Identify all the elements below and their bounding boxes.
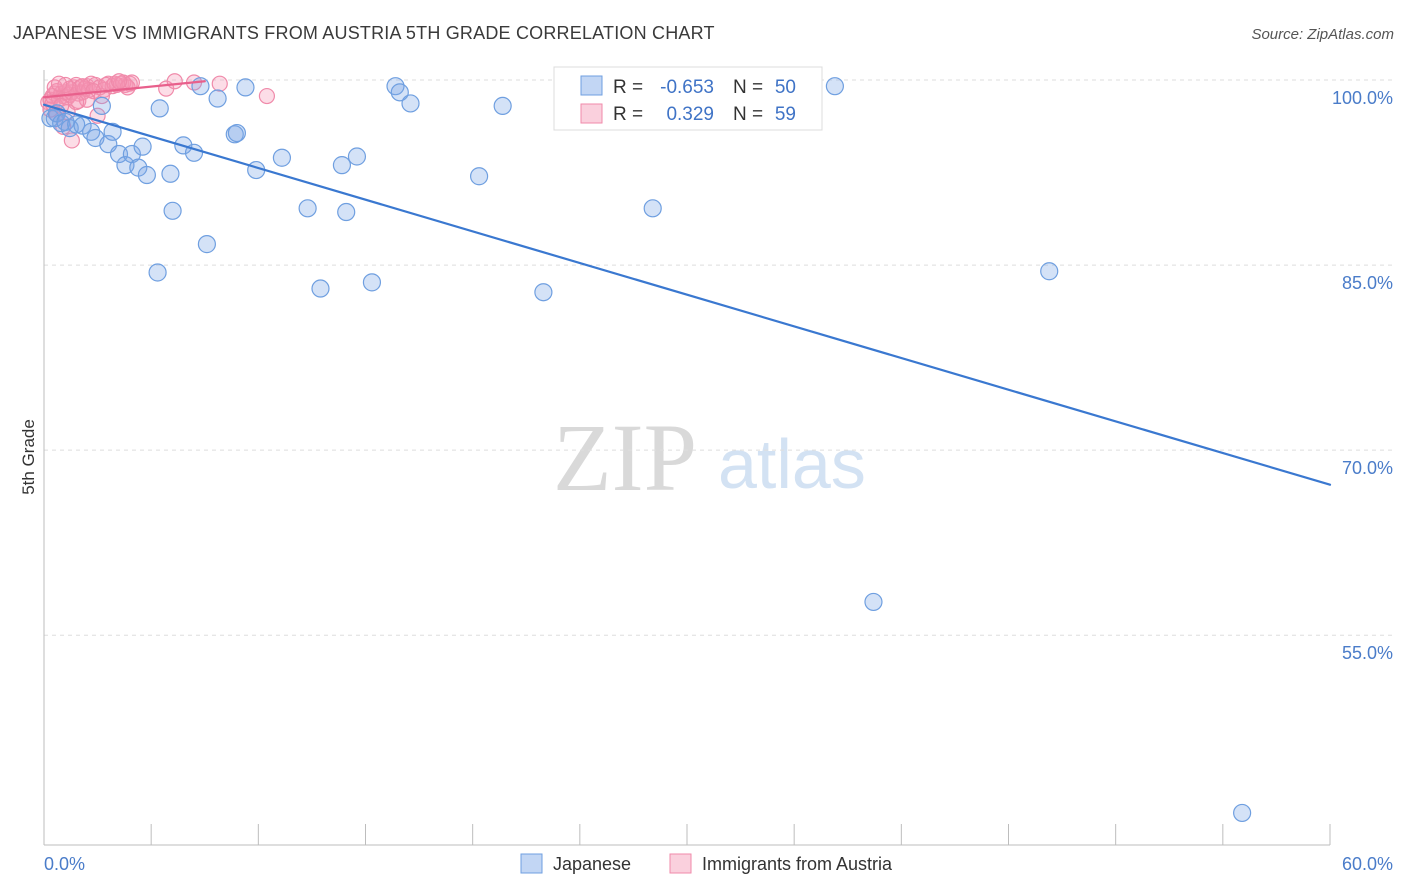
y-tick-label-2: 70.0%	[1342, 458, 1393, 478]
bottom-legend-swatch-japanese	[520, 853, 543, 874]
point-japanese-38	[362, 273, 382, 292]
point-japanese-32	[272, 148, 292, 167]
point-japanese-17	[133, 137, 152, 156]
point-japanese-26	[197, 235, 216, 254]
legend-r-value-1: -0.653	[660, 77, 714, 98]
point-japanese-10	[92, 96, 111, 116]
legend-n-value-2: 59	[775, 104, 796, 125]
point-japanese-42	[469, 167, 489, 186]
point-japanese-43	[493, 96, 512, 116]
point-austria-49	[123, 74, 140, 91]
legend-r-label-1: R =	[613, 77, 643, 98]
point-austria-47	[57, 76, 74, 94]
y-tick-label-0: 100.0%	[1332, 88, 1393, 108]
legend-n-label-2: N =	[733, 104, 763, 125]
point-austria-57	[98, 76, 115, 94]
point-japanese-41	[401, 94, 420, 113]
point-japanese-44	[534, 283, 553, 302]
point-japanese-30	[236, 78, 255, 97]
y-tick-label-3: 55.0%	[1342, 643, 1393, 663]
x-tick-label-right: 60.0%	[1342, 854, 1393, 874]
legend-frame	[553, 66, 823, 131]
point-japanese-19	[148, 263, 167, 282]
point-japanese-29	[227, 123, 246, 143]
point-japanese-18	[137, 165, 156, 185]
point-japanese-34	[311, 279, 330, 298]
point-japanese-47	[1040, 262, 1059, 281]
trendline-austria	[42, 80, 206, 99]
point-japanese-20	[150, 99, 169, 118]
point-japanese-12	[103, 122, 122, 141]
point-austria-56	[68, 94, 85, 111]
bottom-legend-swatch-austria	[669, 853, 692, 874]
watermark: ZIP atlas	[553, 404, 866, 511]
chart-title: JAPANESE VS IMMIGRANTS FROM AUSTRIA 5TH …	[13, 23, 715, 43]
legend-n-value-1: 50	[775, 77, 796, 98]
point-japanese-22	[163, 201, 182, 220]
point-austria-51	[166, 73, 183, 90]
legend-swatch-austria	[580, 103, 603, 124]
legend-r-value-2: 0.329	[666, 104, 714, 125]
legend-swatch-japanese	[580, 75, 603, 96]
point-japanese-25	[191, 77, 210, 96]
point-japanese-36	[337, 202, 356, 222]
point-austria-54	[258, 87, 276, 105]
x-ticks	[43, 824, 1331, 845]
x-tick-label-left: 0.0%	[44, 854, 85, 874]
y-axis-label: 5th Grade	[19, 419, 38, 495]
point-japanese-37	[347, 147, 367, 166]
point-austria-58	[110, 73, 128, 90]
point-japanese-27	[208, 89, 227, 108]
point-japanese-33	[298, 199, 317, 218]
point-japanese-35	[332, 156, 352, 175]
point-japanese-6	[67, 115, 86, 134]
point-japanese-40	[390, 83, 409, 102]
gridlines	[44, 79, 1394, 636]
legend-n-label-1: N =	[733, 77, 763, 98]
legend-box: R = -0.653 N = 50 R = 0.329 N = 59	[553, 66, 823, 131]
trendline-japanese	[42, 103, 1332, 486]
point-austria-55	[50, 75, 68, 92]
point-japanese-21	[161, 164, 180, 183]
point-austria-53	[211, 75, 228, 92]
y-tick-label-1: 85.0%	[1342, 273, 1393, 293]
y-tick-labels: 100.0% 85.0% 70.0% 55.0%	[1332, 88, 1393, 663]
point-japanese-46	[825, 77, 844, 96]
point-japanese-13	[109, 144, 129, 164]
legend-r-label-2: R =	[613, 104, 643, 125]
series-japanese-points	[41, 77, 1252, 823]
point-japanese-49	[1233, 803, 1252, 823]
point-japanese-45	[643, 199, 662, 218]
trendlines	[42, 80, 1332, 486]
bottom-legend: Japanese Immigrants from Austria	[520, 853, 893, 874]
chart-source: Source: ZipAtlas.com	[1251, 26, 1394, 43]
watermark-atlas: atlas	[718, 425, 866, 503]
bottom-legend-label-austria: Immigrants from Austria	[702, 854, 893, 874]
point-japanese-48	[864, 592, 883, 612]
bottom-legend-label-japanese: Japanese	[553, 854, 631, 874]
watermark-zip: ZIP	[553, 404, 697, 511]
